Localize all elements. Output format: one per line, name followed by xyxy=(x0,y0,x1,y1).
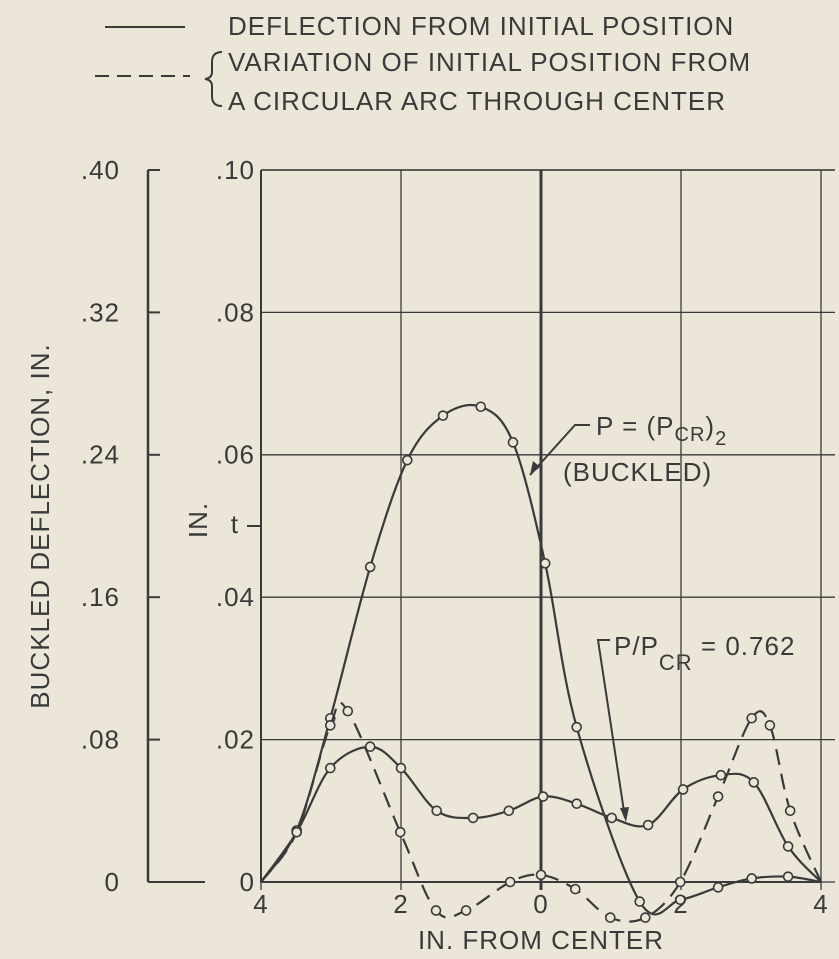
y-tick-label: 0 xyxy=(240,867,255,897)
annotation: P/PCR = 0.762 xyxy=(614,631,795,675)
y2-tick-label: .32 xyxy=(81,297,120,327)
point xyxy=(784,805,796,817)
point xyxy=(475,401,487,413)
point xyxy=(571,798,583,809)
legend-brace xyxy=(204,51,223,107)
arrowhead xyxy=(530,461,540,475)
point xyxy=(539,558,551,569)
point xyxy=(639,912,651,923)
point xyxy=(395,762,407,774)
annotation-arrow xyxy=(529,424,590,476)
legend-label: VARIATION OF INITIAL POSITION FROM xyxy=(228,47,751,77)
annotation-part: CR xyxy=(675,424,706,446)
point xyxy=(782,871,794,882)
annotation-part: CR xyxy=(659,650,693,675)
annotation-arrow xyxy=(596,639,626,819)
point xyxy=(764,720,776,731)
y2-axis-label: BUCKLED DEFLECTION, IN. xyxy=(25,343,55,708)
annotation-part: ) xyxy=(705,411,715,441)
point xyxy=(467,812,479,824)
y-tick-label: .06 xyxy=(216,440,255,470)
point xyxy=(537,791,549,802)
x-tick-label: 2 xyxy=(393,889,408,919)
point xyxy=(674,876,686,888)
point xyxy=(642,819,654,831)
x-tick-label: 0 xyxy=(533,889,548,919)
y2-tick-label: .40 xyxy=(81,155,120,185)
y2-tick-label: .08 xyxy=(81,724,120,754)
x-axis-label: IN. FROM CENTER xyxy=(418,925,664,955)
legend-label: DEFLECTION FROM INITIAL POSITION xyxy=(228,11,734,41)
point xyxy=(634,896,646,907)
point xyxy=(504,876,516,888)
point xyxy=(604,912,616,923)
x-tick-label: 4 xyxy=(813,889,828,919)
annotation-part: = 0.762 xyxy=(693,631,796,661)
point xyxy=(291,826,303,838)
annotation: (BUCKLED) xyxy=(563,457,712,487)
annotation: P = (PCR)2 xyxy=(596,411,727,450)
annotation-part: 2 xyxy=(715,428,727,450)
point xyxy=(324,762,336,774)
point xyxy=(342,705,354,717)
point xyxy=(746,873,758,884)
point xyxy=(712,882,724,893)
point xyxy=(748,777,760,788)
legend-label: A CIRCULAR ARC THROUGH CENTER xyxy=(228,86,726,116)
annotation-part: P = (P xyxy=(596,411,675,441)
point xyxy=(571,721,583,733)
point xyxy=(535,869,547,881)
y-tick-label: .08 xyxy=(216,297,255,327)
y2-tick-label: .24 xyxy=(81,440,120,470)
point xyxy=(569,883,581,895)
y-axis-label: IN. xyxy=(183,502,213,538)
point xyxy=(324,720,336,731)
point xyxy=(782,841,794,852)
y-tick-label: .10 xyxy=(216,155,255,185)
point xyxy=(674,894,686,906)
point xyxy=(364,561,376,573)
point xyxy=(606,812,618,824)
annotation-part: P/P xyxy=(614,631,659,661)
point xyxy=(507,437,519,448)
arrowhead xyxy=(620,807,629,822)
point xyxy=(503,805,515,817)
point xyxy=(746,712,758,724)
point xyxy=(677,784,689,795)
y-tick-label: .02 xyxy=(216,724,255,754)
point xyxy=(431,805,443,817)
point xyxy=(437,410,449,421)
point xyxy=(460,905,472,916)
annotation: t xyxy=(231,509,239,539)
point xyxy=(401,454,413,466)
y2-tick-label: .16 xyxy=(81,582,120,612)
point xyxy=(715,769,727,781)
point xyxy=(430,905,442,916)
x-tick-label: 4 xyxy=(253,889,268,919)
point xyxy=(712,791,724,802)
y2-tick-label: 0 xyxy=(105,867,120,897)
y-tick-label: .04 xyxy=(216,582,255,612)
point xyxy=(394,826,406,838)
